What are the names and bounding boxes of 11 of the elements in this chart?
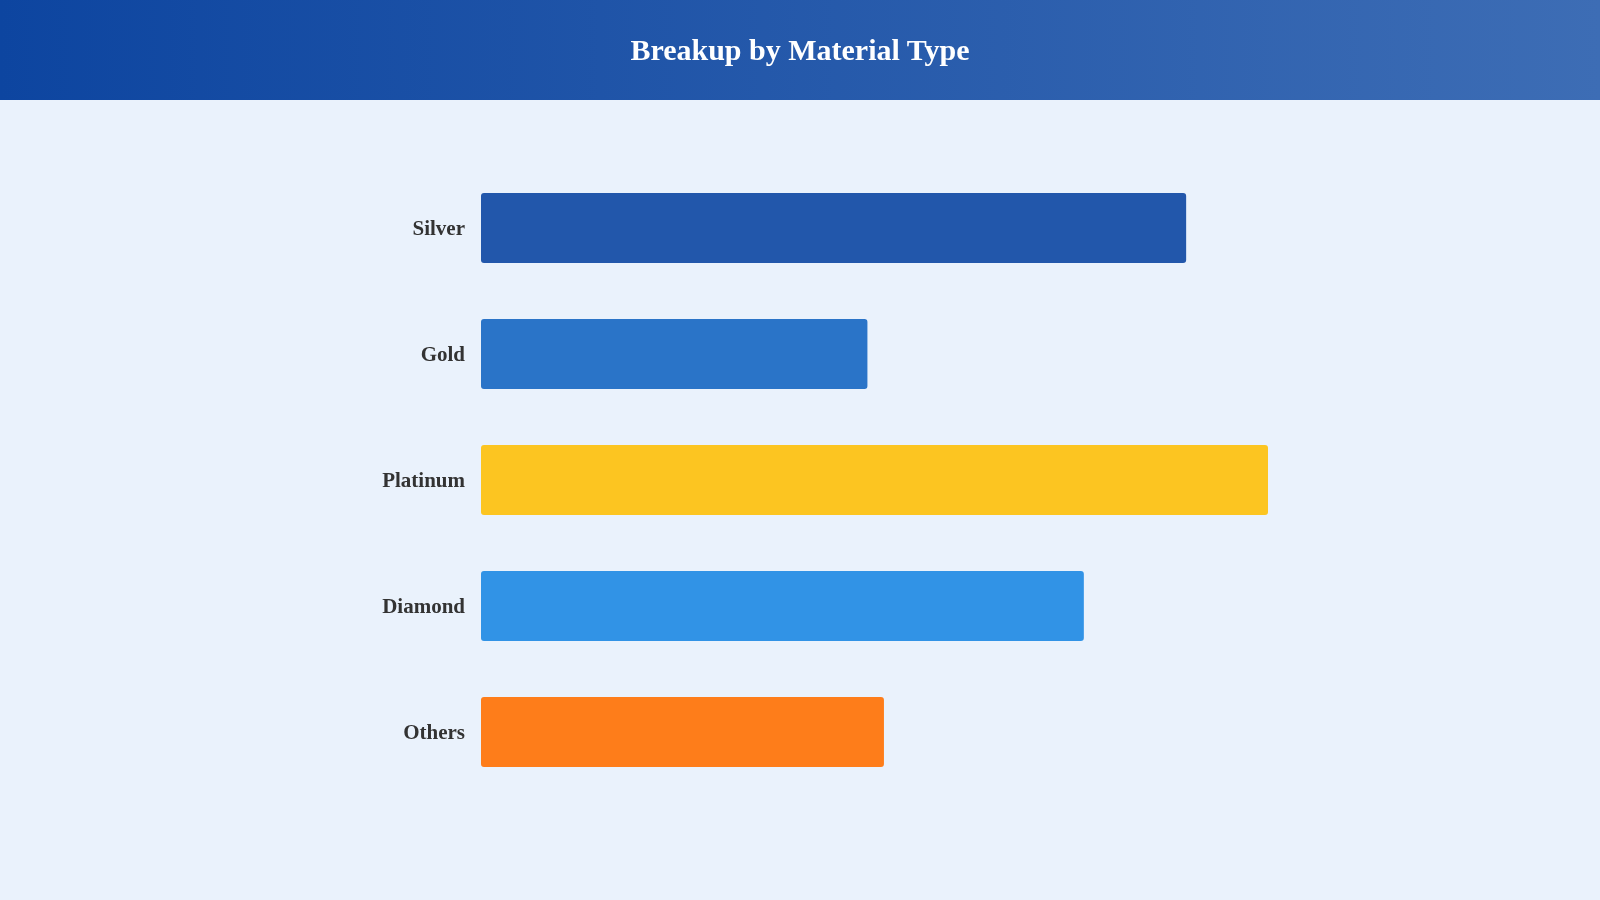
- bar: [481, 571, 1084, 641]
- y-tick-label: Silver: [412, 216, 465, 240]
- bar: [481, 193, 1187, 263]
- bar: [481, 445, 1268, 515]
- y-tick-label: Others: [403, 720, 465, 744]
- chart-title: Breakup by Material Type: [630, 33, 970, 67]
- bar: [481, 319, 868, 389]
- y-tick-label: Diamond: [382, 594, 466, 618]
- y-tick-label: Gold: [420, 342, 466, 366]
- bar: [481, 697, 884, 767]
- y-tick-label: Platinum: [382, 468, 466, 492]
